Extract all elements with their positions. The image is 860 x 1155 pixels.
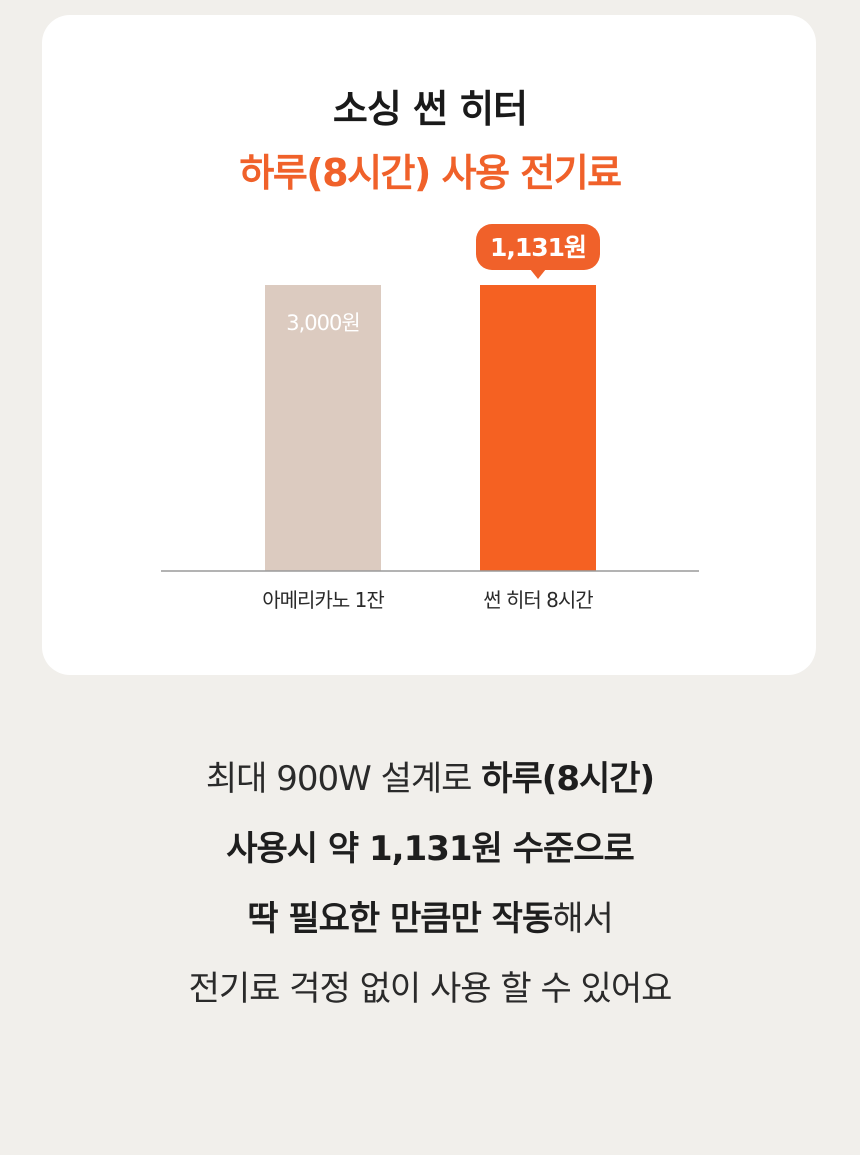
description-text: 전기료 걱정 없이 사용 할 수 있어요 <box>188 969 673 1009</box>
callout-badge-pointer <box>530 269 546 279</box>
description-text: 해서 <box>552 899 614 939</box>
bar-sun-heater <box>480 285 596 571</box>
x-tick-label-sun-heater: 썬 히터 8시간 <box>483 588 593 612</box>
callout-badge-bg <box>476 224 600 270</box>
chart-card <box>42 15 816 675</box>
bar-chart: 3,000원 1,131원 아메리카노 1잔 썬 히터 8시간 <box>161 224 699 612</box>
bar-americano <box>265 285 381 571</box>
page-title: 소싱 썬 히터 <box>332 87 528 131</box>
description-highlight: 딱 필요한 만큼만 작동 <box>247 899 553 939</box>
bar-value-label-sun-heater: 1,131원 <box>490 233 586 262</box>
description-line-4: 전기료 걱정 없이 사용 할 수 있어요 <box>0 958 860 1028</box>
description: 최대 900W 설계로 하루(8시간) 사용시 약 1,131원 수준으로 딱 … <box>0 748 860 1028</box>
chart-subtitle: 하루(8시간) 사용 전기료 <box>239 151 622 195</box>
description-text: 최대 900W 설계로 <box>205 759 482 799</box>
callout-badge: 1,131원 <box>476 224 600 279</box>
description-highlight: 하루(8시간) <box>481 759 655 799</box>
description-line-1: 최대 900W 설계로 하루(8시간) <box>0 748 860 818</box>
description-line-2: 사용시 약 1,131원 수준으로 <box>0 818 860 888</box>
bar-value-label-americano: 3,000원 <box>286 311 359 335</box>
description-highlight: 사용시 약 1,131원 수준으로 <box>226 829 635 869</box>
description-line-3: 딱 필요한 만큼만 작동해서 <box>0 888 860 958</box>
x-tick-label-americano: 아메리카노 1잔 <box>262 588 384 612</box>
